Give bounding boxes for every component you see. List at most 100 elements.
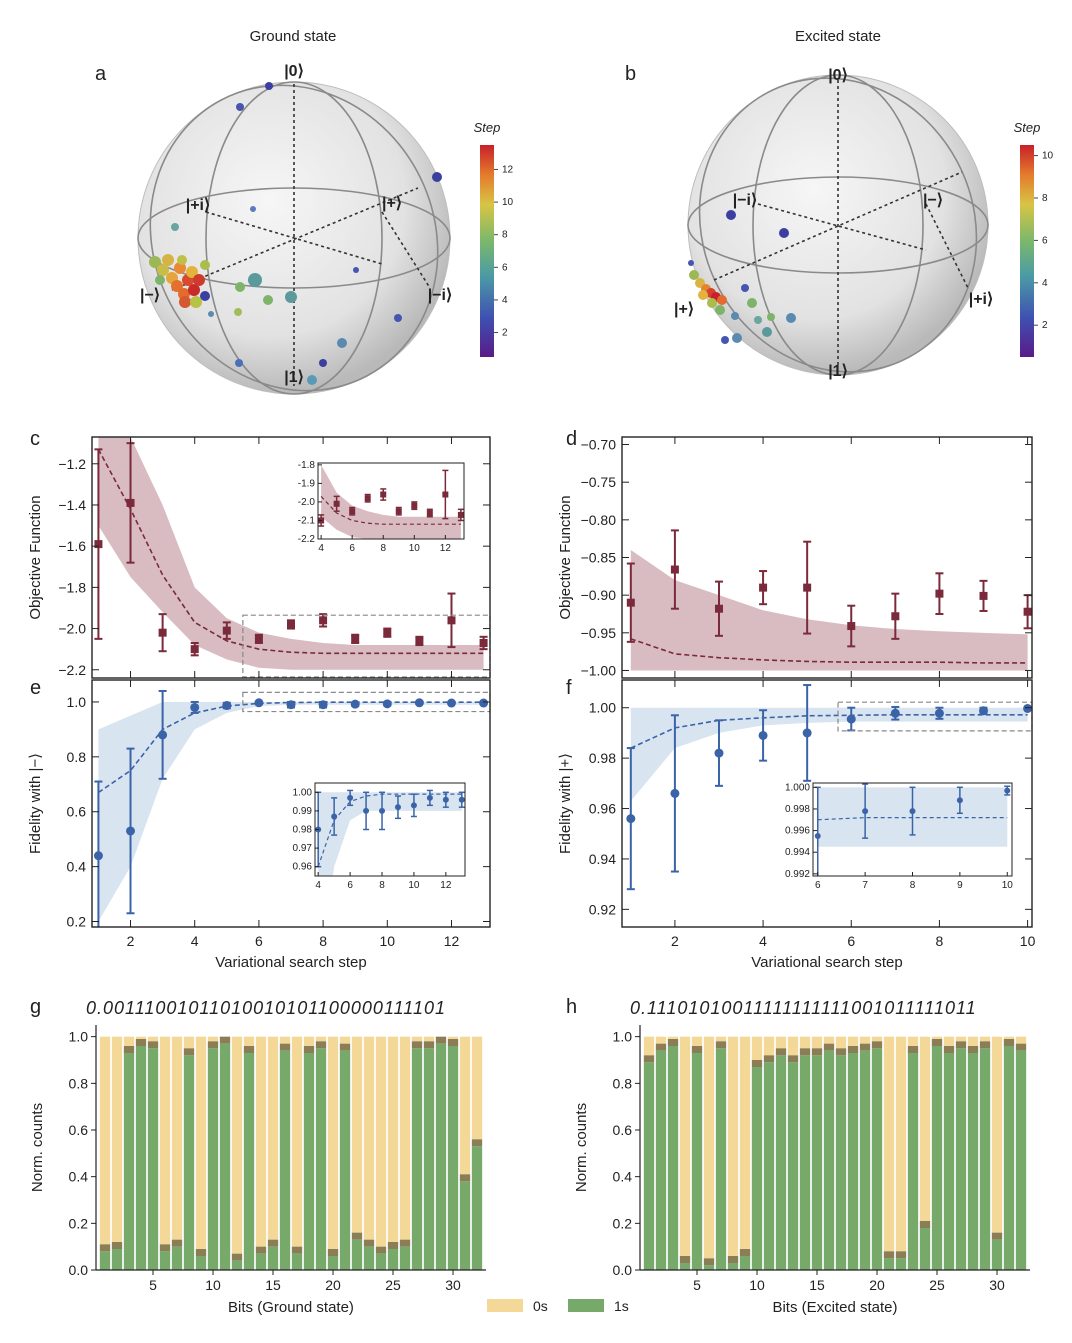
state-point xyxy=(726,210,736,220)
data-point xyxy=(626,598,635,607)
bar-other xyxy=(207,1041,219,1049)
bar-zeros xyxy=(715,1036,727,1042)
data-point xyxy=(1023,703,1032,713)
y-tick-label: −2.2 xyxy=(58,662,86,678)
inset-frame xyxy=(317,462,465,540)
y-tick-label: 1.0 xyxy=(69,1029,89,1045)
state-point xyxy=(337,338,347,348)
bar-zeros xyxy=(859,1036,871,1044)
state-point xyxy=(779,228,789,238)
state-point xyxy=(208,311,214,317)
bar-ones xyxy=(667,1046,679,1270)
bar-ones xyxy=(231,1260,243,1270)
data-point xyxy=(890,708,900,718)
inset-data-point xyxy=(363,807,370,814)
panel-label-h: h xyxy=(566,996,577,1018)
inset-data-point xyxy=(1004,787,1011,794)
data-point xyxy=(414,698,424,708)
data-point xyxy=(670,788,680,798)
inset-data-point xyxy=(814,832,821,839)
colorbar-title: Step xyxy=(1014,120,1041,135)
bar-ones xyxy=(327,1256,339,1270)
state-point xyxy=(235,282,245,292)
ket-minus: |−⟩ xyxy=(923,192,943,209)
bar-zeros xyxy=(387,1036,399,1242)
bar-ones xyxy=(691,1053,703,1270)
bar-other xyxy=(255,1246,267,1254)
ket-plus: |+⟩ xyxy=(382,195,402,212)
y-tick-label: −1.00 xyxy=(581,662,617,678)
inset-x-tick-label: 4 xyxy=(318,543,324,554)
inset-x-tick-label: 12 xyxy=(440,880,452,891)
bar-other xyxy=(919,1221,931,1228)
chart-fidelity-ground: 0.2 0.4 0.6 0.8 1.0 2 4 6 8 10 12 Fidelity with |−⟩… xyxy=(27,679,491,971)
bar-ones xyxy=(835,1055,847,1270)
bar-ones xyxy=(979,1048,991,1270)
y-axis-label: Norm. counts xyxy=(29,1103,46,1192)
inset-y-tick-label: -1.8 xyxy=(298,460,316,471)
state-point xyxy=(190,296,202,308)
bar-zeros xyxy=(1015,1036,1027,1044)
inset-x-tick-label: 9 xyxy=(957,880,963,891)
bar-zeros xyxy=(799,1036,811,1049)
inset-x-tick-label: 6 xyxy=(815,880,821,891)
bar-ones xyxy=(459,1181,471,1270)
inset-data-point xyxy=(331,813,338,820)
bar-ones xyxy=(159,1251,171,1270)
data-point xyxy=(319,616,328,625)
bar-other xyxy=(135,1039,147,1046)
bar-other xyxy=(243,1046,255,1053)
bar-zeros xyxy=(123,1036,135,1046)
bar-other xyxy=(727,1256,739,1263)
bar-ones xyxy=(955,1048,967,1270)
ket-plus: |+⟩ xyxy=(674,301,694,318)
y-tick-label: 0.2 xyxy=(67,914,87,930)
inset-x-tick-label: 10 xyxy=(409,543,421,554)
ket-minus-i: |−i⟩ xyxy=(733,192,758,209)
bar-other xyxy=(147,1041,159,1049)
inset-y-tick-label: 0.994 xyxy=(785,847,810,858)
x-tick-label: 20 xyxy=(869,1277,885,1293)
data-point xyxy=(415,636,424,645)
bar-ones xyxy=(147,1048,159,1270)
bar-zeros xyxy=(979,1036,991,1042)
state-points-b xyxy=(688,210,796,344)
colorbar-ticks: 2 4 6 8 10 12 xyxy=(494,164,514,339)
colorbar-title: Step xyxy=(474,120,501,135)
data-point xyxy=(934,708,944,718)
x-axis-label: Bits (Ground state) xyxy=(228,1299,354,1316)
state-point xyxy=(754,316,762,324)
data-point xyxy=(383,628,392,637)
bar-zeros xyxy=(835,1036,847,1049)
y-tick-label: −0.95 xyxy=(581,625,617,641)
bar-zeros xyxy=(99,1036,111,1245)
plot-area xyxy=(94,437,488,670)
y-tick-label: −1.6 xyxy=(58,538,86,554)
bar-zeros xyxy=(423,1036,435,1042)
state-point xyxy=(250,206,256,212)
state-points-a xyxy=(149,82,442,385)
bar-zeros xyxy=(679,1036,691,1256)
inset-data-point xyxy=(909,808,916,815)
bar-other xyxy=(763,1055,775,1063)
y-tick-label: −2.0 xyxy=(58,621,86,637)
data-point xyxy=(847,622,856,631)
bar-ones xyxy=(255,1253,267,1270)
colorbar-tick-label: 8 xyxy=(502,230,508,241)
bar-other xyxy=(195,1249,207,1256)
bar-zeros xyxy=(171,1036,183,1240)
data-point xyxy=(758,730,768,740)
x-tick-label: 30 xyxy=(445,1277,461,1293)
bar-zeros xyxy=(931,1036,943,1039)
bar-ones xyxy=(195,1256,207,1270)
colorbar-tick-label: 10 xyxy=(1042,151,1054,162)
bar-other xyxy=(339,1043,351,1051)
inset-y-tick-label: 0.992 xyxy=(785,869,810,880)
bar-other xyxy=(447,1039,459,1046)
bar-zeros xyxy=(411,1036,423,1042)
legend-label-ones: 1s xyxy=(614,1298,629,1314)
bar-zeros xyxy=(135,1036,147,1039)
bar-zeros xyxy=(327,1036,339,1249)
inset: -1.8 -1.9 -2.0 -2.1 -2.24 6 8 10 12 xyxy=(298,460,465,554)
